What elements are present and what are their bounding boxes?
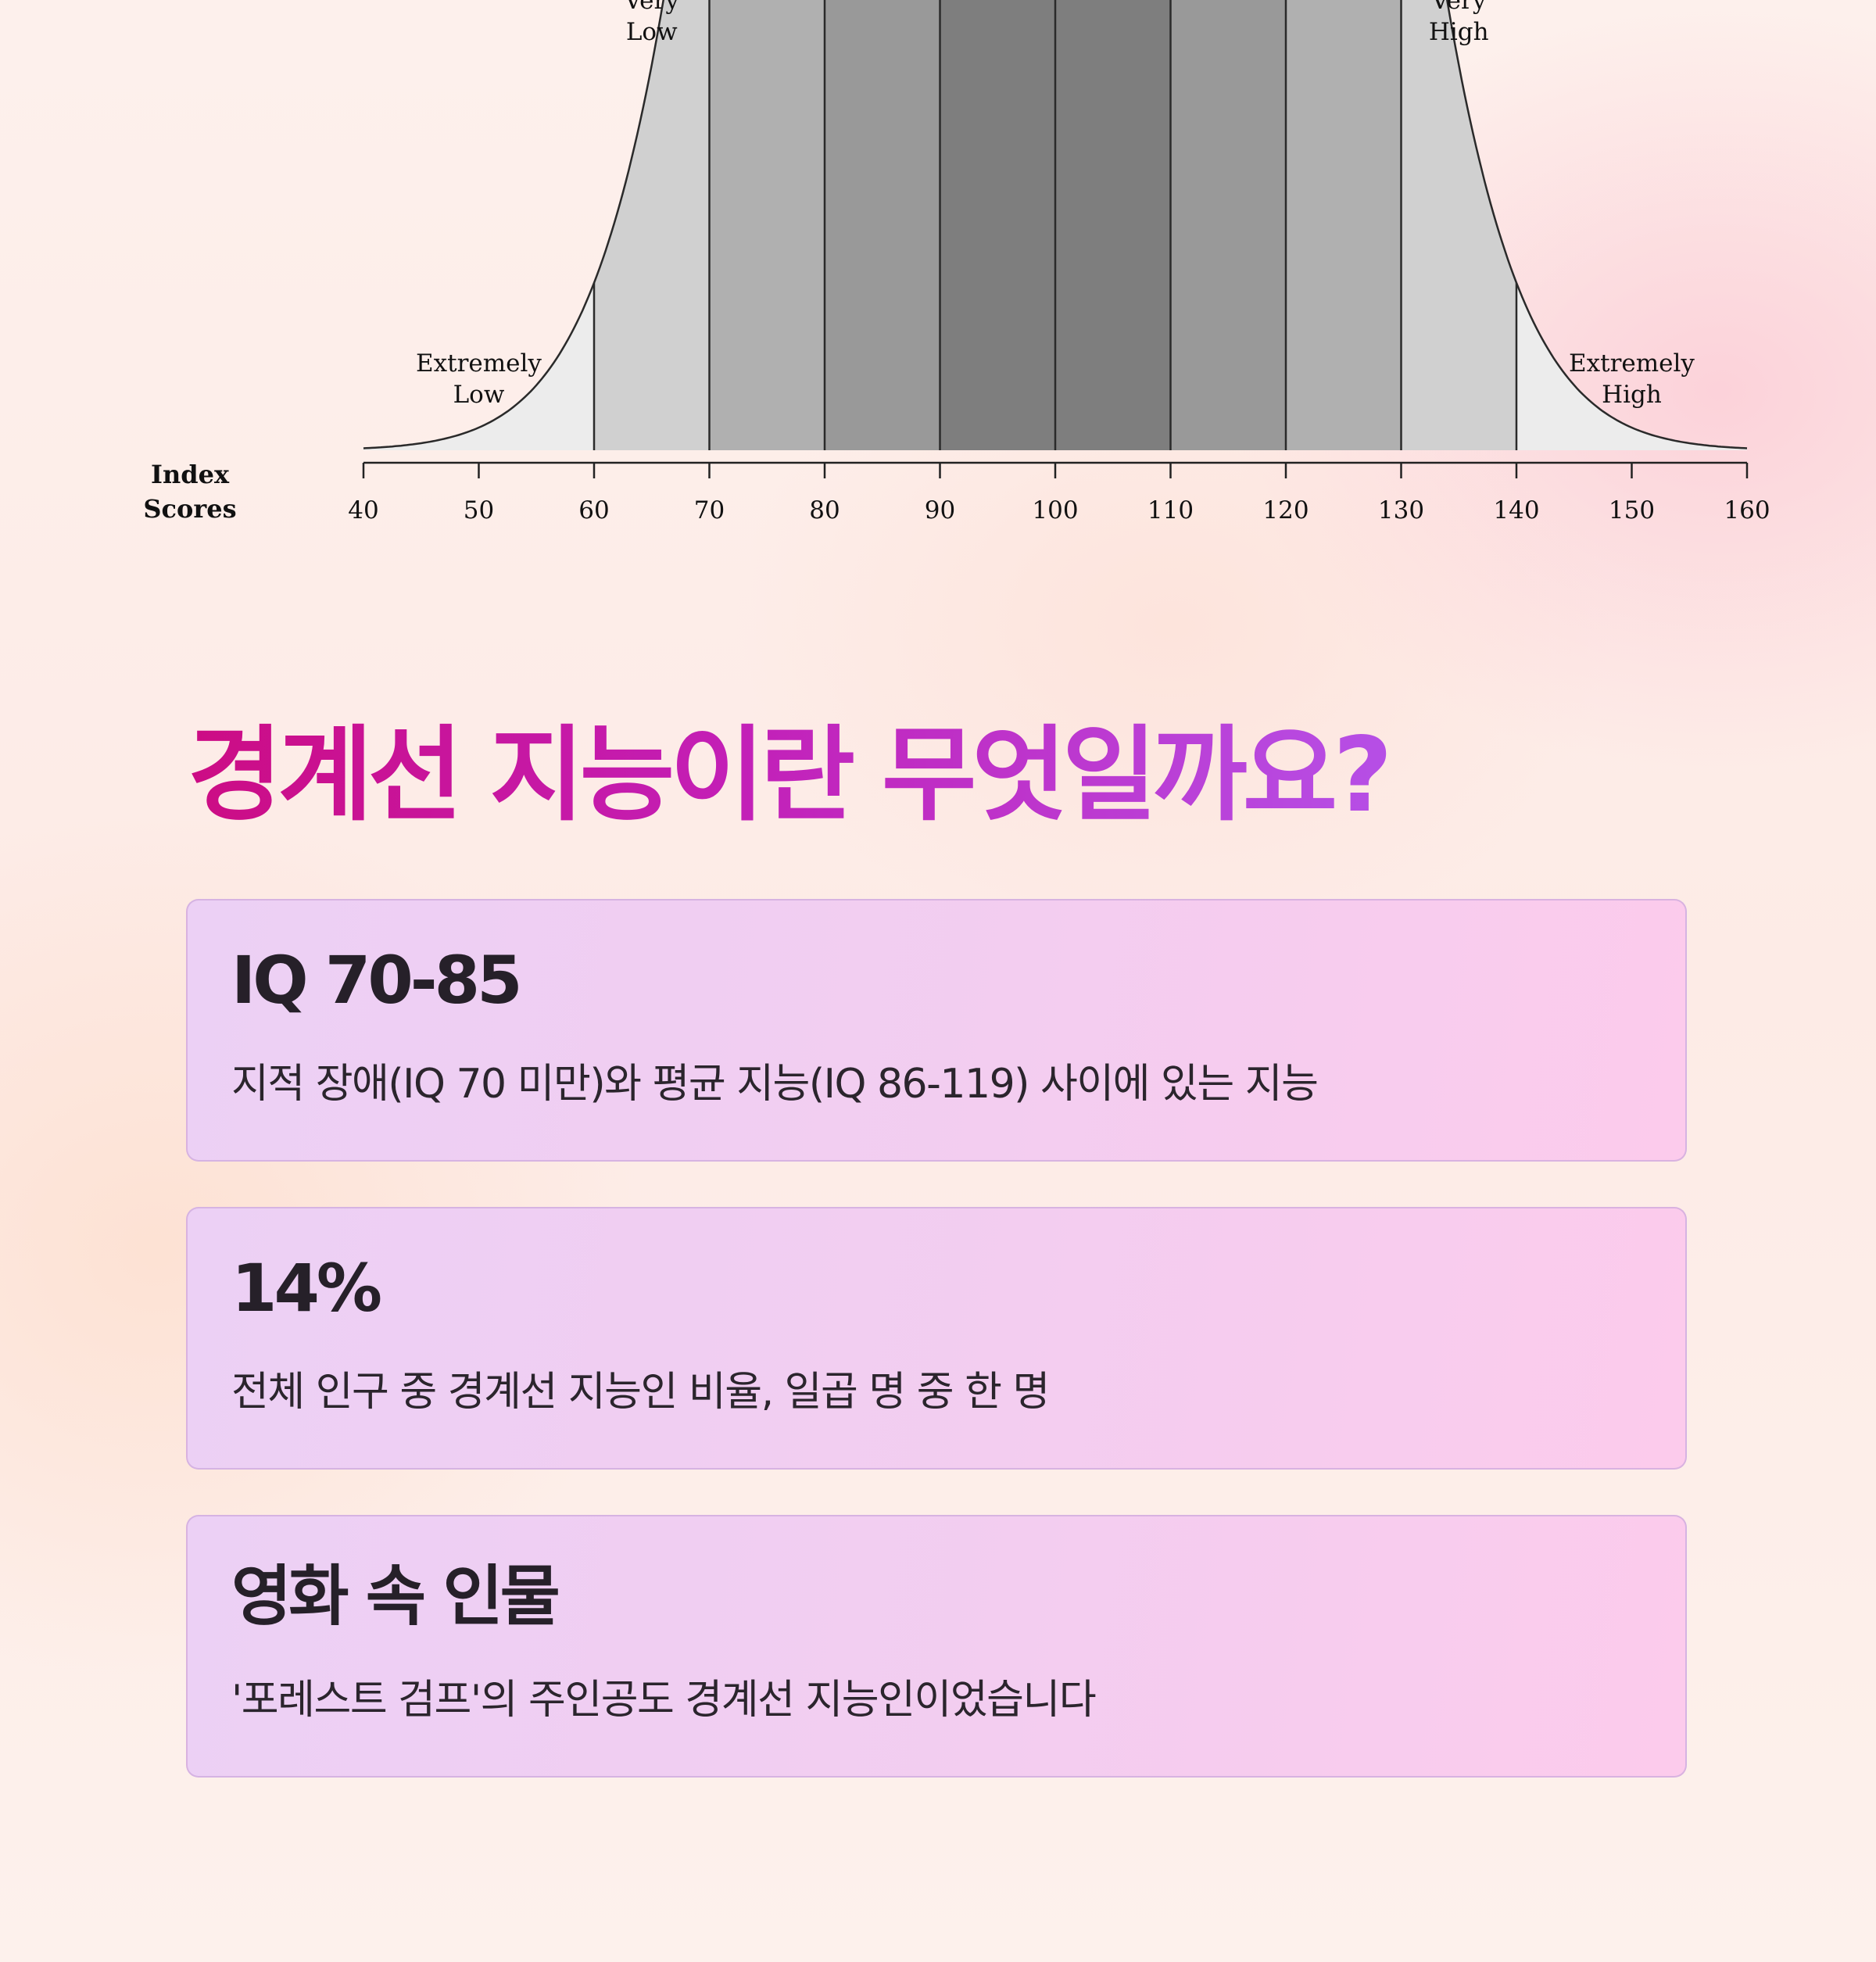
category-labels: ExtremelyLowVeryLowLowHighVeryHighExtrem… (416, 0, 1695, 409)
band-70-80 (709, 0, 825, 450)
card-description: 지적 장애(IQ 70 미만)와 평균 지능(IQ 86-119) 사이에 있는… (231, 1061, 1319, 1108)
band-90-100 (940, 0, 1055, 450)
category-label-4: Very High (1429, 0, 1489, 46)
x-tick-label-80: 80 (809, 496, 840, 525)
band-80-90 (825, 0, 940, 450)
card-title: 14% (231, 1250, 382, 1326)
band-110-120 (1170, 0, 1286, 450)
category-label-5: Extremely High (1569, 349, 1695, 409)
chart-band-dividers (593, 0, 1518, 450)
x-tick-label-150: 150 (1609, 496, 1655, 525)
card-description: 전체 인구 중 경계선 지능인 비율, 일곱 명 중 한 명 (231, 1369, 1050, 1416)
card-description: '포레스트 검프'의 주인공도 경계선 지능인이었습니다 (231, 1677, 1097, 1724)
bell-curve-line (363, 0, 1748, 449)
band-140-160 (1516, 282, 1747, 450)
band-40-60 (363, 282, 594, 450)
info-card-movie-character: 영화 속 인물 '포레스트 검프'의 주인공도 경계선 지능인이었습니다 (186, 1515, 1687, 1778)
card-title: IQ 70-85 (231, 942, 523, 1019)
x-tick-label-120: 120 (1262, 496, 1309, 525)
card-title: 영화 속 인물 (231, 1558, 560, 1634)
info-card-iq-range: IQ 70-85 지적 장애(IQ 70 미만)와 평균 지능(IQ 86-11… (186, 899, 1687, 1162)
x-tick-label-160: 160 (1724, 496, 1770, 525)
page-heading: 경계선 지능이란 무엇일까요? (188, 715, 1393, 836)
x-axis-label-line1: Index (151, 460, 230, 489)
x-tick-label-50: 50 (464, 496, 494, 525)
band-100-110 (1055, 0, 1171, 450)
info-card-population-ratio: 14% 전체 인구 중 경계선 지능인 비율, 일곱 명 중 한 명 (186, 1207, 1687, 1470)
iq-distribution-chart: 40 50 60 70 80 90 100 110 120 130 140 150 160 Extrem… (143, 0, 1770, 525)
category-label-1: Very Low (624, 0, 680, 46)
band-60-70 (594, 0, 710, 450)
x-tick-label-110: 110 (1147, 496, 1194, 525)
x-tick-label-90: 90 (925, 496, 955, 525)
x-tick-label-60: 60 (578, 496, 609, 525)
x-tick-label-140: 140 (1493, 496, 1539, 525)
band-130-140 (1401, 0, 1516, 450)
x-tick-label-100: 100 (1032, 496, 1078, 525)
x-tick-label-70: 70 (694, 496, 725, 525)
x-tick-label-130: 130 (1378, 496, 1424, 525)
chart-bands (363, 0, 1747, 450)
x-tick-label-40: 40 (348, 496, 378, 525)
category-label-0: Extremely Low (416, 349, 542, 409)
x-axis-label-line2: Scores (143, 494, 236, 524)
x-axis: 40 50 60 70 80 90 100 110 120 130 140 150 160 (348, 461, 1770, 525)
band-120-130 (1286, 0, 1402, 450)
